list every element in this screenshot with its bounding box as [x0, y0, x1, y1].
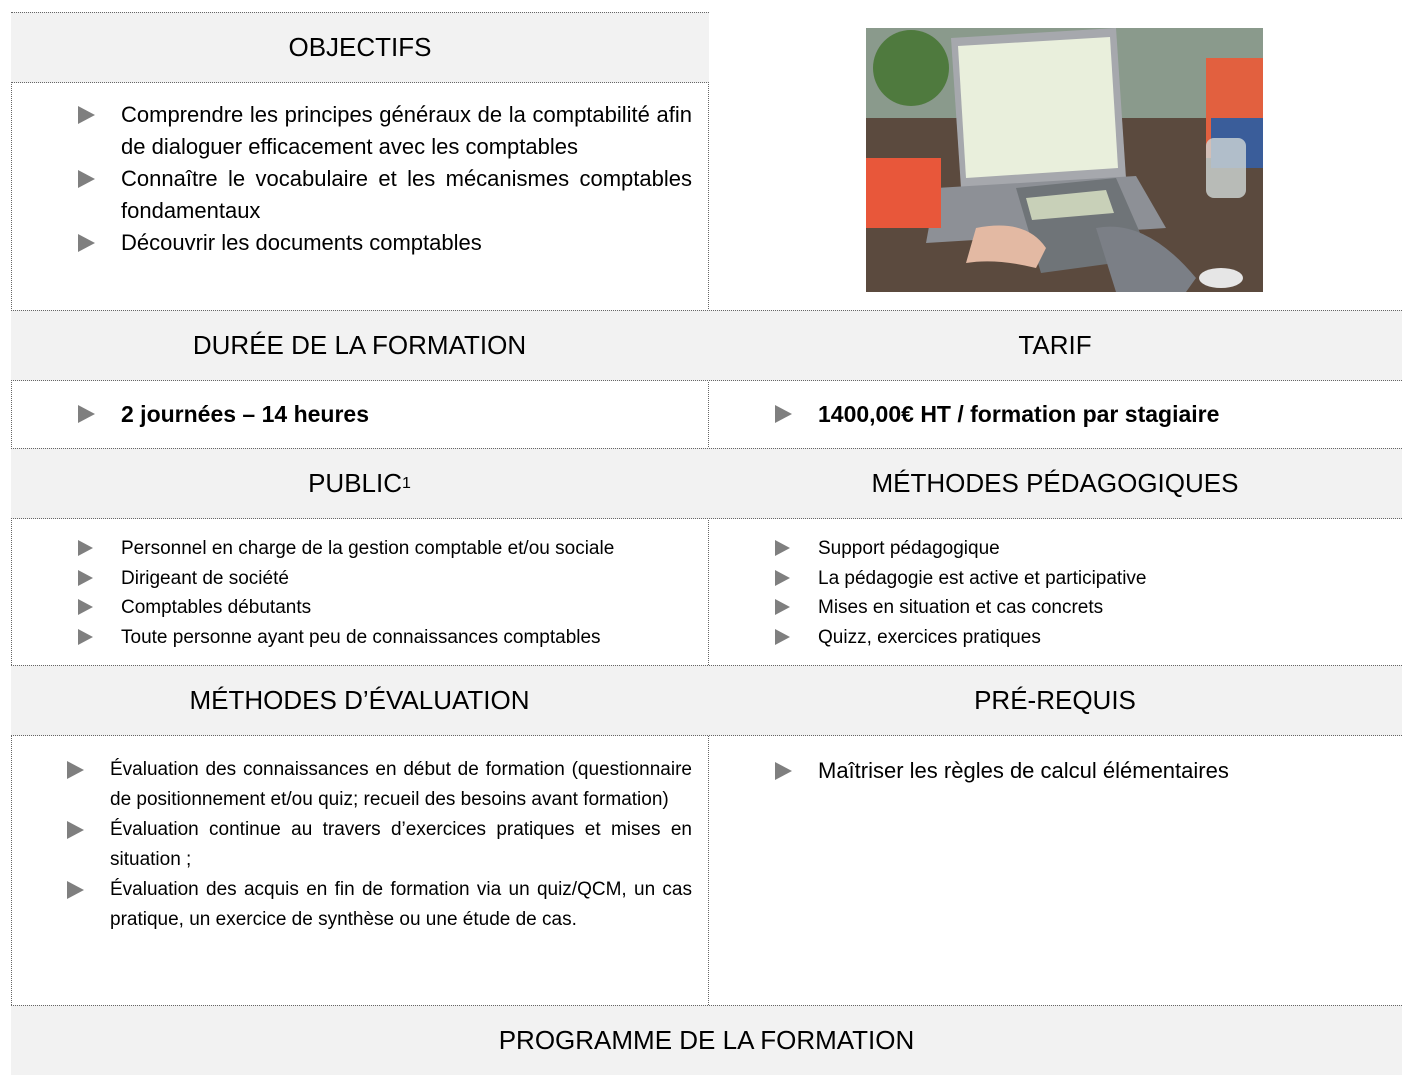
- header-text: MÉTHODES D’ÉVALUATION: [189, 685, 530, 715]
- item-text: Connaître le vocabulaire et les mécanism…: [121, 166, 692, 223]
- item-text: Évaluation continue au travers d’exercic…: [110, 819, 692, 870]
- list-item: La pédagogie est active et participative: [775, 564, 1388, 594]
- item-text: Personnel en charge de la gestion compta…: [121, 538, 615, 559]
- item-text: Toute personne ayant peu de connaissance…: [121, 626, 601, 648]
- item-text: La pédagogie est active et participative: [818, 567, 1147, 589]
- item-text: 2 journées – 14 heures: [121, 401, 370, 427]
- list-item: Dirigeant de société: [78, 564, 701, 594]
- list-item: Mises en situation et cas concrets: [775, 593, 1388, 623]
- header-text: DURÉE DE LA FORMATION: [192, 330, 527, 360]
- item-text: Comprendre les principes généraux de la …: [121, 102, 692, 159]
- list: Évaluation des connaissances en début de…: [67, 755, 692, 935]
- list: Support pédagogique La pédagogie est act…: [775, 534, 1388, 653]
- footnote-mark: 1: [402, 474, 411, 492]
- list-item: Évaluation continue au travers d’exercic…: [67, 815, 692, 875]
- section-header: PROGRAMME DE LA FORMATION: [11, 1005, 1402, 1075]
- header-cell: TARIF: [708, 311, 1402, 380]
- header-text: OBJECTIFS: [288, 32, 432, 62]
- item-text: Comptables débutants: [121, 597, 312, 618]
- header-cell: MÉTHODES PÉDAGOGIQUES: [708, 449, 1402, 518]
- item-text: Maîtriser les règles de calcul élémentai…: [818, 758, 1229, 783]
- item-text: Mises en situation et cas concrets: [818, 597, 1104, 618]
- list-item: Quizz, exercices pratiques: [775, 623, 1388, 653]
- item-text: Quizz, exercices pratiques: [818, 626, 1041, 648]
- photo: [866, 28, 1263, 292]
- list-item: Comprendre les principes généraux de la …: [78, 99, 692, 163]
- list-item: Support pédagogique: [775, 534, 1388, 564]
- section-header: OBJECTIFS: [11, 12, 709, 83]
- list: Personnel en charge de la gestion compta…: [78, 534, 701, 653]
- header-cell: DURÉE DE LA FORMATION: [11, 311, 708, 380]
- list-item: Personnel en charge de la gestion compta…: [78, 534, 701, 564]
- list-item: Évaluation des connaissances en début de…: [67, 755, 692, 815]
- section-header-row: DURÉE DE LA FORMATION TARIF: [11, 310, 1402, 381]
- item-text: 1400,00€ HT / formation par stagiaire: [818, 401, 1220, 427]
- header-cell: PRÉ-REQUIS: [708, 666, 1402, 735]
- header-text: MÉTHODES PÉDAGOGIQUES: [871, 468, 1239, 498]
- list-item: Connaître le vocabulaire et les mécanism…: [78, 163, 692, 227]
- list-item: 2 journées – 14 heures: [78, 398, 692, 430]
- list-item: Évaluation des acquis en fin de formatio…: [67, 875, 692, 935]
- list-item: 1400,00€ HT / formation par stagiaire: [775, 398, 1388, 430]
- header-text: TARIF: [1018, 330, 1092, 360]
- section-header-row: MÉTHODES D’ÉVALUATION PRÉ-REQUIS: [11, 665, 1402, 736]
- header-cell: MÉTHODES D’ÉVALUATION: [11, 666, 708, 735]
- header-text: PROGRAMME DE LA FORMATION: [498, 1025, 915, 1055]
- list-item: Maîtriser les règles de calcul élémentai…: [775, 755, 1388, 787]
- list: 1400,00€ HT / formation par stagiaire: [775, 398, 1388, 430]
- border: [11, 12, 12, 1071]
- item-text: Évaluation des connaissances en début de…: [110, 759, 692, 810]
- header-cell: PUBLIC 1: [11, 449, 708, 518]
- list-item: Toute personne ayant peu de connaissance…: [78, 623, 701, 653]
- list: Maîtriser les règles de calcul élémentai…: [775, 755, 1388, 787]
- list-item: Comptables débutants: [78, 593, 701, 623]
- list: Comprendre les principes généraux de la …: [78, 99, 692, 259]
- list-item: Découvrir les documents comptables: [78, 227, 692, 259]
- item-text: Dirigeant de société: [121, 567, 289, 589]
- item-text: Support pédagogique: [818, 538, 1000, 559]
- list: 2 journées – 14 heures: [78, 398, 692, 430]
- header-text: PRÉ-REQUIS: [974, 685, 1136, 715]
- item-text: Découvrir les documents comptables: [121, 230, 482, 255]
- item-text: Évaluation des acquis en fin de formatio…: [110, 879, 692, 930]
- section-header-row: PUBLIC 1 MÉTHODES PÉDAGOGIQUES: [11, 448, 1402, 519]
- header-text: PUBLIC: [308, 468, 402, 498]
